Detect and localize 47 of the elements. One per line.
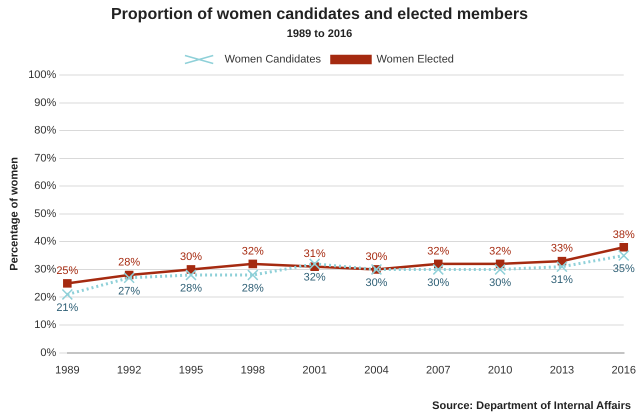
data-label: 30% [365,276,388,289]
x-tick-label: 2001 [302,364,327,376]
data-label: 31% [304,248,326,260]
legend-label: Women Elected [376,54,454,66]
y-tick-label: 0% [40,346,57,359]
data-label: 32% [427,245,450,258]
data-label: 32% [242,245,264,258]
x-tick-label: 2010 [488,364,512,376]
x-tick-label: 2007 [426,364,451,376]
data-label: 30% [489,276,512,289]
data-label: 33% [550,242,574,255]
y-tick-label: 70% [34,152,57,164]
data-label: 30% [180,250,202,263]
x-tick-label: 2004 [364,364,389,376]
legend-label: Women Candidates [224,54,322,66]
y-tick-label: 50% [34,208,57,220]
data-label: 21% [56,302,79,314]
chart-subtitle: 1989 to 2016 [286,28,354,40]
x-tick-label: 1995 [178,364,204,376]
data-label: 31% [550,274,574,286]
data-label: 27% [118,285,140,298]
y-tick-label: 100% [28,69,57,82]
data-label: 30% [427,276,450,289]
data-label: 32% [489,245,512,258]
source-note: Source: Department of Internal Affairs [432,400,631,412]
data-label: 28% [118,256,140,269]
y-tick-label: 20% [34,291,57,304]
x-tick-label: 1992 [116,364,142,376]
y-tick-label: 80% [34,124,57,137]
data-label: 38% [612,228,635,241]
data-label: 28% [242,282,264,295]
y-axis-title: Percentage of women [8,156,21,271]
x-tick-label: 2016 [612,364,636,376]
y-tick-label: 40% [34,236,57,248]
y-tick-label: 30% [34,263,57,276]
data-label: 30% [365,250,388,263]
data-label: 32% [304,271,326,284]
chart-title: Proportion of women candidates and elected members [110,6,529,24]
y-tick-label: 90% [34,96,57,109]
data-label: 28% [180,282,202,295]
x-tick-label: 1989 [55,364,80,376]
data-label: 35% [612,263,635,276]
y-tick-label: 10% [34,319,57,332]
x-tick-label: 1998 [240,364,266,376]
data-label: 25% [56,264,79,277]
x-tick-label: 2013 [550,364,574,376]
y-tick-label: 60% [34,180,57,192]
